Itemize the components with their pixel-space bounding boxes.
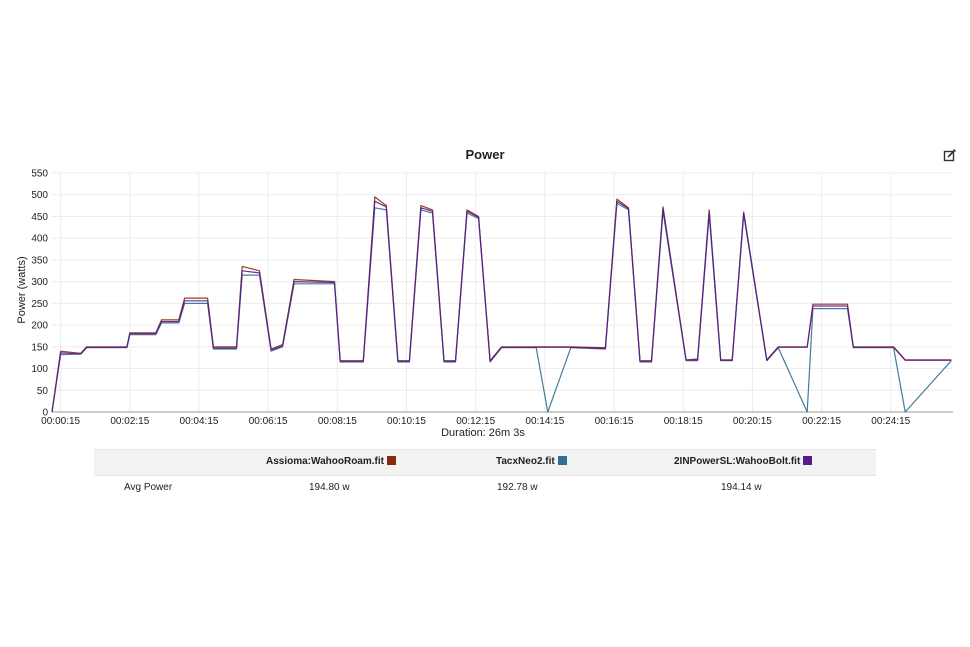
x-tick-label: 00:18:15 [664, 416, 703, 427]
legend-item-tacx[interactable]: TacxNeo2.fit [496, 456, 567, 467]
y-tick-label: 300 [31, 277, 48, 288]
y-axis-ticks: 0 50 100 150 200 250 300 350 400 450 500 550 [31, 169, 48, 419]
y-tick-label: 500 [31, 190, 48, 201]
x-axis-ticks: 00:00:15 00:02:15 00:04:15 00:06:15 00:08:15… [41, 416, 910, 427]
grid-lines [52, 172, 953, 413]
x-tick-label: 00:14:15 [525, 416, 564, 427]
legend-label: TacxNeo2.fit [496, 456, 555, 467]
x-tick-label: 00:04:15 [180, 416, 219, 427]
legend-item-2inpower[interactable]: 2INPowerSL:WahooBolt.fit [674, 456, 813, 467]
x-tick-label: 00:16:15 [595, 416, 634, 427]
power-chart: 0 50 100 150 200 250 300 350 400 450 500 550 00:00:… [16, 169, 953, 439]
y-tick-label: 200 [31, 321, 48, 332]
y-tick-label: 100 [31, 364, 48, 375]
x-tick-label: 00:12:15 [456, 416, 495, 427]
x-axis-label: Duration: 26m 3s [441, 427, 525, 439]
x-tick-label: 00:10:15 [387, 416, 426, 427]
y-axis-label: Power (watts) [16, 256, 28, 323]
legend-swatch [557, 456, 567, 465]
y-tick-label: 50 [37, 386, 49, 397]
x-tick-label: 00:22:15 [802, 416, 841, 427]
edit-icon[interactable] [943, 148, 957, 162]
y-tick-label: 550 [31, 169, 48, 180]
legend-label: 2INPowerSL:WahooBolt.fit [674, 456, 801, 467]
y-tick-label: 0 [42, 408, 48, 419]
y-tick-label: 450 [31, 212, 48, 223]
avg-power-tacx: 192.78 w [497, 482, 538, 493]
x-tick-label: 00:02:15 [110, 416, 149, 427]
x-tick-label: 00:24:15 [871, 416, 910, 427]
legend-row: Assioma:WahooRoam.fit TacxNeo2.fit 2INPo… [94, 449, 876, 476]
stats-row: Avg Power 194.80 w 192.78 w 194.14 w [94, 476, 876, 498]
legend-swatch [803, 456, 813, 465]
stats-row-label: Avg Power [124, 482, 173, 493]
x-tick-label: 00:20:15 [733, 416, 772, 427]
legend-label: Assioma:WahooRoam.fit [266, 456, 384, 467]
series-line [51, 200, 952, 413]
legend-swatch [386, 456, 396, 465]
x-tick-label: 00:06:15 [249, 416, 288, 427]
y-tick-label: 400 [31, 234, 48, 245]
avg-power-assioma: 194.80 w [309, 482, 350, 493]
legend-item-assioma[interactable]: Assioma:WahooRoam.fit [266, 456, 396, 467]
x-tick-label: 00:00:15 [41, 416, 80, 427]
y-tick-label: 250 [31, 299, 48, 310]
chart-title: Power [465, 147, 505, 162]
avg-power-2inpower: 194.14 w [721, 482, 762, 493]
x-tick-label: 00:08:15 [318, 416, 357, 427]
series-line [51, 196, 952, 413]
series-lines [51, 196, 952, 413]
y-tick-label: 350 [31, 255, 48, 266]
y-tick-label: 150 [31, 342, 48, 353]
series-line [51, 202, 952, 413]
